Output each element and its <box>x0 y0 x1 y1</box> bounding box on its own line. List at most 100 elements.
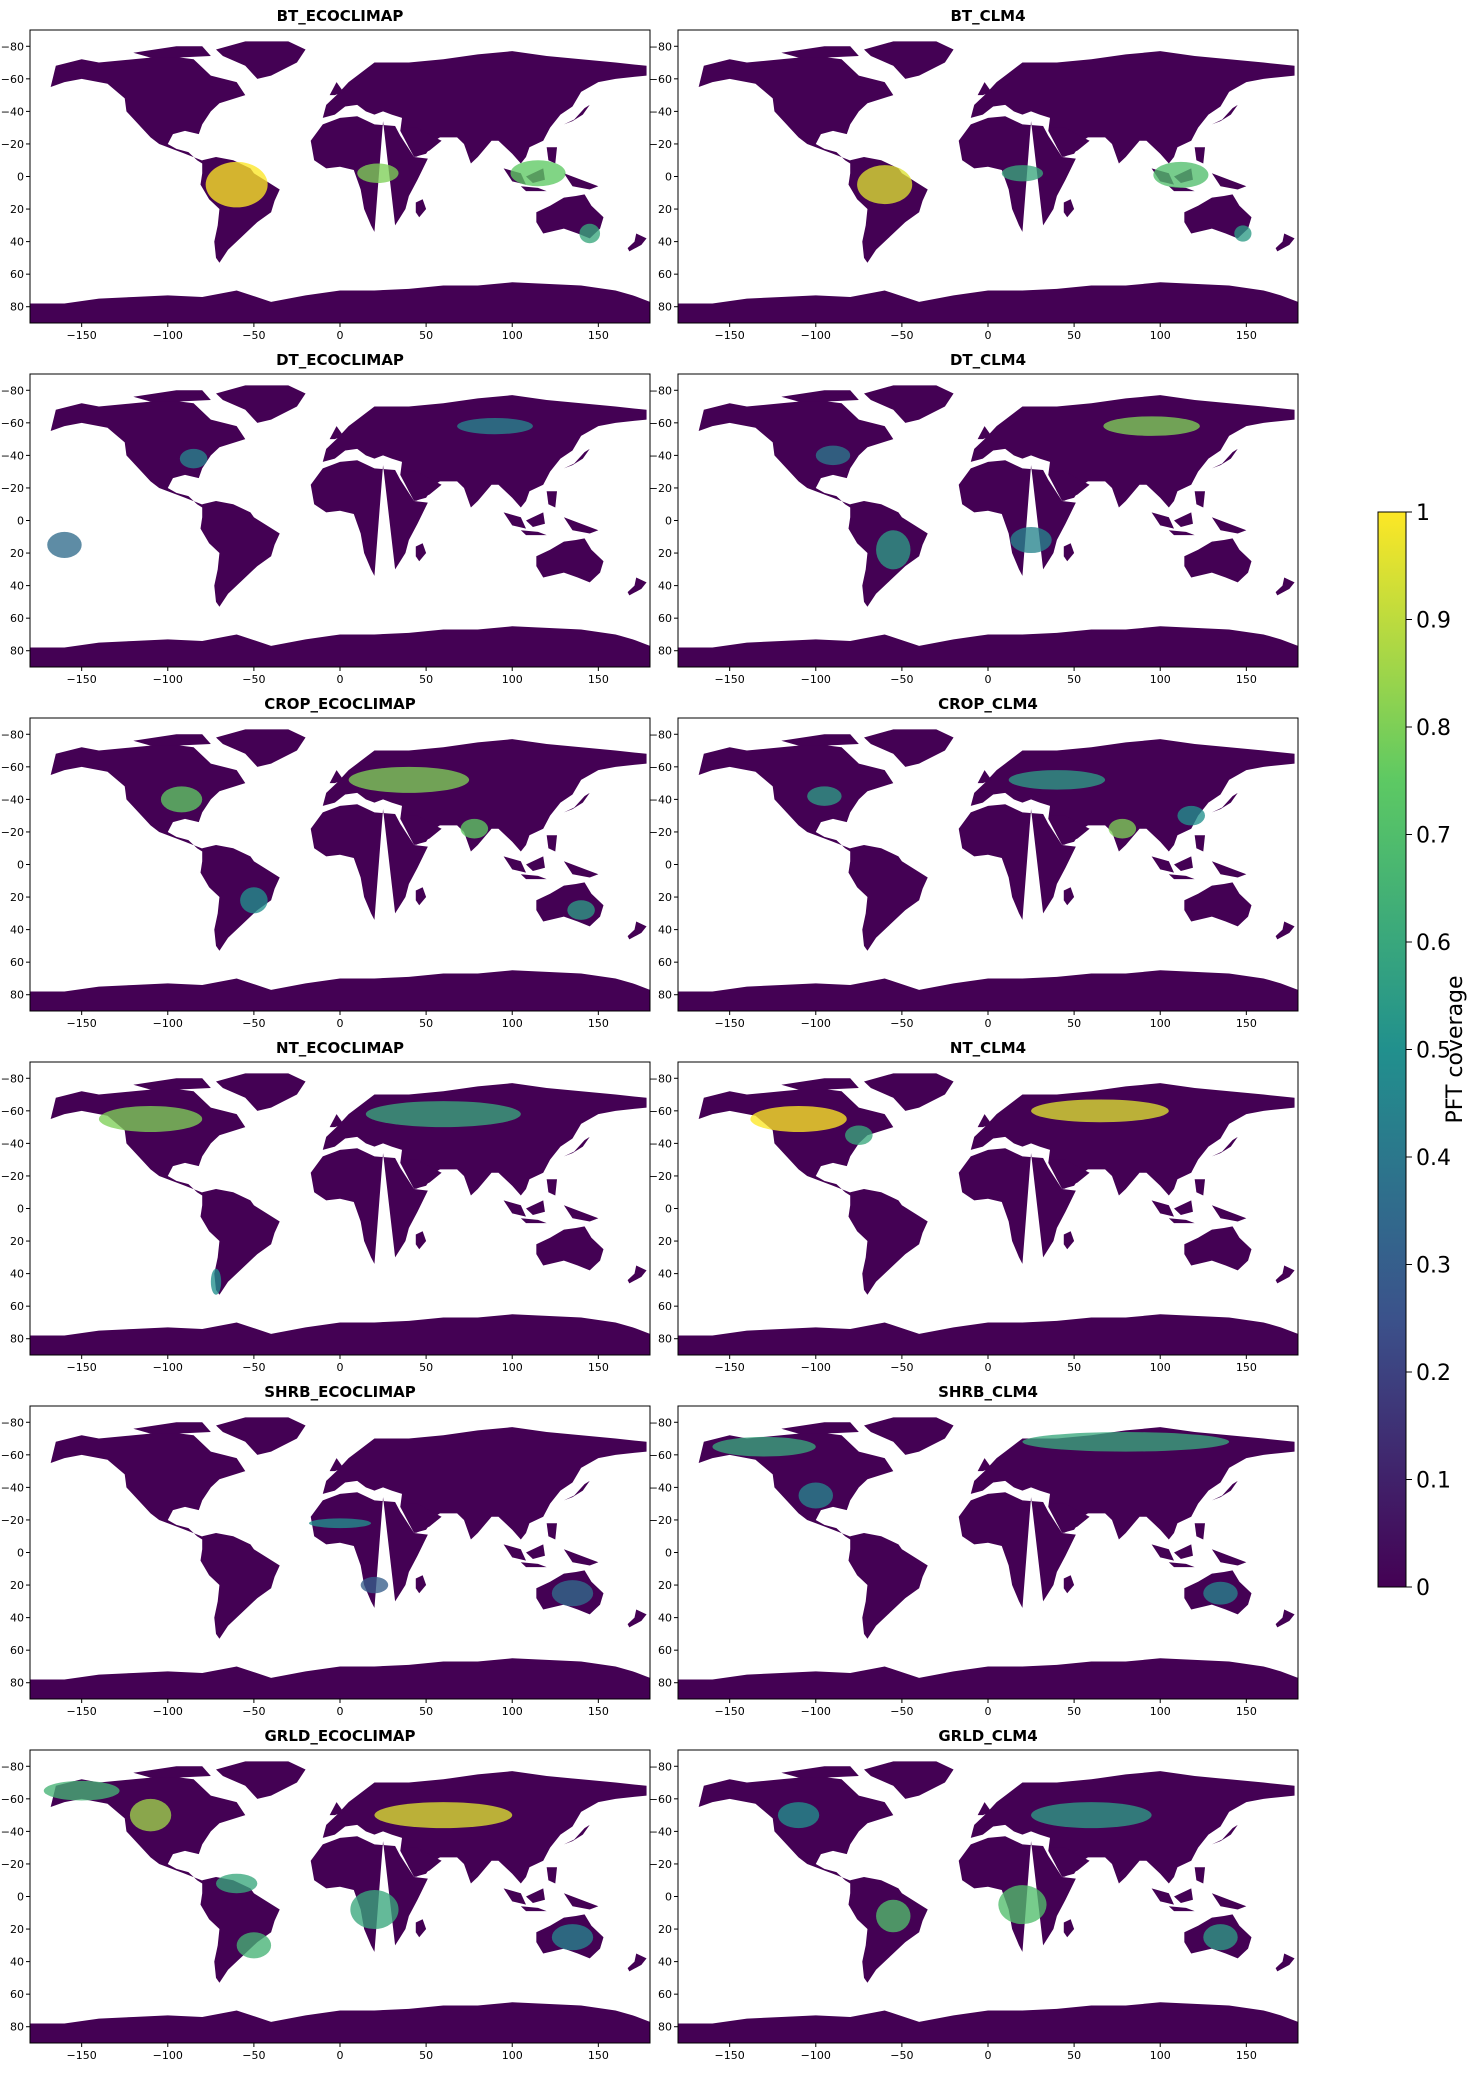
y-tick-label: −40 <box>649 793 672 806</box>
y-tick-label: 40 <box>658 1268 672 1281</box>
x-tick-label: 0 <box>985 329 992 342</box>
x-tick-label: −150 <box>67 1017 97 1030</box>
x-tick-label: 50 <box>419 329 433 342</box>
y-tick-label: 20 <box>658 1235 672 1248</box>
x-tick-label: −150 <box>67 673 97 686</box>
panel-title: SHRB_CLM4 <box>938 1383 1038 1401</box>
panel-title: CROP_ECOCLIMAP <box>264 695 416 713</box>
map-area <box>678 718 1298 1011</box>
x-tick-label: 150 <box>1236 2049 1257 2062</box>
y-tick-label: −40 <box>1 793 24 806</box>
y-tick-label: −60 <box>649 73 672 86</box>
coverage-hotspot <box>1203 1581 1238 1605</box>
coverage-hotspot <box>216 1873 258 1894</box>
panel-title: BT_CLM4 <box>950 7 1025 25</box>
x-tick-label: −50 <box>242 1017 265 1030</box>
x-tick-label: 0 <box>985 2049 992 2062</box>
colorbar-tick-label: 0.2 <box>1416 1361 1451 1386</box>
y-tick-label: 0 <box>17 171 24 184</box>
x-tick-label: 150 <box>1236 1017 1257 1030</box>
x-tick-label: −50 <box>242 1705 265 1718</box>
map-panel-bt-clm4: BT_CLM4 −150 −100 −50 0 50 100 150 −80 −60 −40 −20 0… <box>649 7 1299 342</box>
y-tick-label: 20 <box>10 1579 24 1592</box>
x-tick-label: −100 <box>801 2049 831 2062</box>
map-area <box>30 718 650 1011</box>
coverage-hotspot <box>579 223 601 244</box>
y-tick-label: 80 <box>658 1333 672 1346</box>
y-tick-label: −40 <box>1 105 24 118</box>
y-tick-label: −20 <box>1 1170 24 1183</box>
y-tick-label: 0 <box>665 1547 672 1560</box>
panel-title: CROP_CLM4 <box>938 695 1038 713</box>
map-panel-nt-ecoclimap: NT_ECOCLIMAP −150 −100 −50 0 50 100 150 −80 −60 −4… <box>1 1039 651 1374</box>
x-tick-label: −150 <box>715 1705 745 1718</box>
y-tick-label: −60 <box>1 1793 24 1806</box>
map-area <box>30 1406 650 1699</box>
coverage-hotspot <box>1153 161 1209 188</box>
y-tick-label: 40 <box>10 236 24 249</box>
y-tick-label: 40 <box>658 580 672 593</box>
y-tick-label: −80 <box>1 728 24 741</box>
colorbar-tick-label: 1 <box>1416 501 1430 526</box>
y-tick-label: 0 <box>17 1203 24 1216</box>
y-tick-label: −60 <box>1 73 24 86</box>
x-tick-label: 100 <box>1150 1705 1171 1718</box>
map-area <box>678 1406 1298 1699</box>
y-tick-label: −20 <box>649 1170 672 1183</box>
x-tick-label: 150 <box>1236 1361 1257 1374</box>
x-tick-label: −50 <box>242 329 265 342</box>
y-tick-label: 60 <box>658 1300 672 1313</box>
coverage-hotspot <box>1203 1924 1238 1951</box>
x-tick-label: −100 <box>801 329 831 342</box>
x-tick-label: 50 <box>1067 2049 1081 2062</box>
coverage-hotspot <box>845 1125 873 1146</box>
panel-title: DT_CLM4 <box>950 351 1026 369</box>
map-panel-grld-clm4: GRLD_CLM4 −150 −100 −50 0 50 100 150 −80 −60 −40 −2… <box>649 1727 1299 2062</box>
colorbar-tick-label: 0.6 <box>1416 931 1451 956</box>
coverage-hotspot <box>1031 1099 1169 1123</box>
y-tick-label: −20 <box>1 826 24 839</box>
coverage-hotspot <box>551 1924 594 1951</box>
x-tick-label: 50 <box>419 2049 433 2062</box>
x-tick-label: −100 <box>801 1017 831 1030</box>
colorbar-label: PFT coverage <box>1443 975 1468 1123</box>
y-tick-label: 0 <box>665 1203 672 1216</box>
y-tick-label: −80 <box>1 1760 24 1773</box>
x-tick-label: 0 <box>985 1017 992 1030</box>
x-tick-label: 150 <box>588 1017 609 1030</box>
y-tick-label: −80 <box>649 1072 672 1085</box>
y-tick-label: 40 <box>658 1956 672 1969</box>
x-tick-label: −50 <box>242 673 265 686</box>
x-tick-label: 0 <box>337 2049 344 2062</box>
x-tick-label: −150 <box>715 1361 745 1374</box>
coverage-hotspot <box>1103 416 1200 436</box>
x-tick-label: −50 <box>890 1017 913 1030</box>
y-tick-label: −20 <box>1 1858 24 1871</box>
map-area <box>678 1062 1298 1355</box>
y-tick-label: −80 <box>1 384 24 397</box>
coverage-hotspot <box>129 1798 172 1832</box>
x-tick-label: 150 <box>1236 1705 1257 1718</box>
y-tick-label: 60 <box>658 1644 672 1657</box>
map-area <box>30 1750 650 2043</box>
coverage-hotspot <box>43 1780 120 1801</box>
y-tick-label: 0 <box>17 859 24 872</box>
y-tick-label: 20 <box>10 1235 24 1248</box>
panel-title: GRLD_ECOCLIMAP <box>264 1727 415 1745</box>
y-tick-label: 20 <box>658 547 672 560</box>
coverage-hotspot <box>1031 1802 1152 1829</box>
y-tick-label: 0 <box>665 515 672 528</box>
coverage-hotspot <box>777 1802 820 1829</box>
coverage-hotspot <box>857 165 913 205</box>
x-tick-label: 50 <box>419 1361 433 1374</box>
colorbar-tick-label: 0 <box>1416 1576 1430 1601</box>
x-tick-label: 50 <box>1067 673 1081 686</box>
coverage-hotspot <box>357 163 399 184</box>
coverage-hotspot <box>510 160 566 187</box>
coverage-hotspot <box>1008 770 1106 790</box>
x-tick-label: −100 <box>153 673 183 686</box>
y-tick-label: −40 <box>1 1481 24 1494</box>
coverage-hotspot <box>348 766 470 793</box>
panel-title: DT_ECOCLIMAP <box>276 351 404 369</box>
coverage-hotspot <box>876 1899 911 1933</box>
